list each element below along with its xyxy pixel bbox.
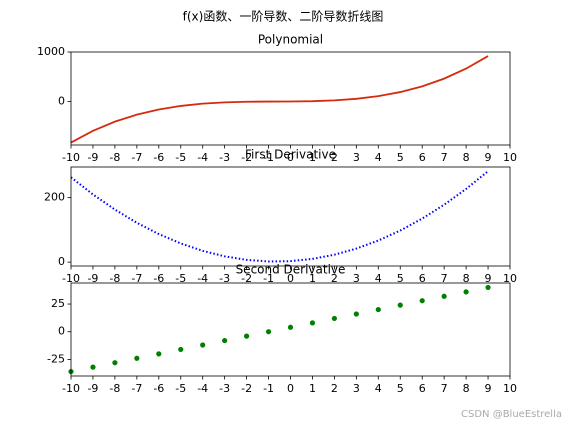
x-tick-label: -3 — [219, 151, 230, 164]
x-tick-label: 1 — [309, 272, 316, 285]
x-tick-label: 6 — [419, 151, 426, 164]
x-tick-label: 1 — [309, 151, 316, 164]
x-tick-label: 10 — [503, 151, 517, 164]
x-tick-label: -8 — [109, 151, 120, 164]
x-tick-label: 9 — [485, 382, 492, 395]
point — [309, 320, 316, 326]
x-tick-label: 0 — [287, 151, 294, 164]
x-tick-label: 6 — [419, 272, 426, 285]
x-tick-label: -9 — [87, 382, 98, 395]
x-tick-label: -4 — [197, 382, 208, 395]
point — [134, 355, 140, 361]
point — [90, 364, 96, 370]
point — [222, 337, 228, 344]
x-tick-label: 8 — [463, 151, 470, 164]
x-tick-label: 10 — [503, 382, 517, 395]
x-tick-label: 8 — [463, 382, 470, 395]
point — [419, 298, 425, 304]
data-line — [70, 55, 489, 144]
y-tick-label: 0 — [58, 325, 65, 338]
x-tick-label: -1 — [263, 151, 274, 164]
point — [287, 324, 294, 330]
point — [485, 284, 491, 291]
x-tick-label: -8 — [109, 382, 120, 395]
x-tick-label: 5 — [397, 272, 404, 285]
x-tick-label: 2 — [331, 382, 338, 395]
x-tick-label: 3 — [353, 382, 360, 395]
x-tick-label: -3 — [219, 272, 230, 285]
x-tick-label: -5 — [175, 151, 186, 164]
x-tick-label: -10 — [62, 382, 80, 395]
x-tick-label: -10 — [62, 151, 80, 164]
x-tick-label: 7 — [441, 382, 448, 395]
axes-title: First Derivative — [245, 148, 336, 162]
x-tick-label: -4 — [197, 151, 208, 164]
x-tick-label: -6 — [153, 151, 164, 164]
axes-title: Polynomial — [258, 33, 323, 47]
x-tick-label: 3 — [353, 272, 360, 285]
x-tick-label: -6 — [153, 382, 164, 395]
x-tick-label: -5 — [175, 272, 186, 285]
x-tick-label: 2 — [331, 151, 338, 164]
x-tick-label: 6 — [419, 382, 426, 395]
point — [375, 306, 381, 313]
point — [112, 360, 118, 366]
x-tick-label: 1 — [309, 382, 316, 395]
x-tick-label: -3 — [219, 382, 230, 395]
x-tick-label: 7 — [441, 272, 448, 285]
x-tick-label: -2 — [241, 272, 252, 285]
x-tick-label: -10 — [62, 272, 80, 285]
point — [463, 289, 469, 295]
point — [200, 342, 206, 348]
point — [178, 346, 184, 353]
x-tick-label: -7 — [131, 272, 142, 285]
x-tick-label: -6 — [153, 272, 164, 285]
point — [441, 293, 447, 299]
watermark: CSDN @BlueEstrella — [461, 409, 562, 420]
y-tick-label: 1000 — [37, 45, 65, 58]
x-tick-label: -7 — [131, 151, 142, 164]
x-tick-label: -5 — [175, 382, 186, 395]
point — [353, 311, 359, 317]
x-tick-label: 4 — [375, 382, 382, 395]
x-tick-label: 7 — [441, 151, 448, 164]
axes-title: Second Derivative — [236, 263, 346, 277]
y-tick-label: 25 — [51, 297, 65, 310]
y-tick-label: 200 — [44, 191, 65, 204]
point — [397, 302, 403, 308]
y-tick-label: -25 — [47, 352, 65, 365]
point — [156, 351, 162, 357]
x-tick-label: 0 — [287, 382, 294, 395]
x-tick-label: -4 — [197, 272, 208, 285]
point — [265, 329, 272, 335]
x-tick-label: 9 — [485, 151, 492, 164]
x-tick-label: -1 — [263, 382, 274, 395]
x-tick-label: -9 — [87, 272, 98, 285]
x-tick-label: -7 — [131, 382, 142, 395]
x-tick-label: -1 — [263, 272, 274, 285]
x-tick-label: 4 — [375, 151, 382, 164]
x-tick-label: 9 — [485, 272, 492, 285]
point — [244, 333, 250, 339]
x-tick-label: 5 — [397, 151, 404, 164]
x-tick-label: -2 — [241, 151, 252, 164]
x-tick-label: 3 — [353, 151, 360, 164]
data-line — [70, 170, 489, 263]
x-tick-label: 2 — [331, 272, 338, 285]
point — [331, 315, 337, 322]
x-tick-label: -2 — [241, 382, 252, 395]
x-tick-label: -9 — [87, 151, 98, 164]
figure-title: f(x)函数、一阶导数、二阶导数折线图 — [183, 9, 384, 24]
x-tick-label: 0 — [287, 272, 294, 285]
y-tick-label: 0 — [58, 255, 65, 268]
x-tick-label: 10 — [503, 272, 517, 285]
x-tick-label: 4 — [375, 272, 382, 285]
x-tick-label: -8 — [109, 272, 120, 285]
y-tick-label: 0 — [58, 94, 65, 107]
x-tick-label: 5 — [397, 382, 404, 395]
x-tick-label: 8 — [463, 272, 470, 285]
